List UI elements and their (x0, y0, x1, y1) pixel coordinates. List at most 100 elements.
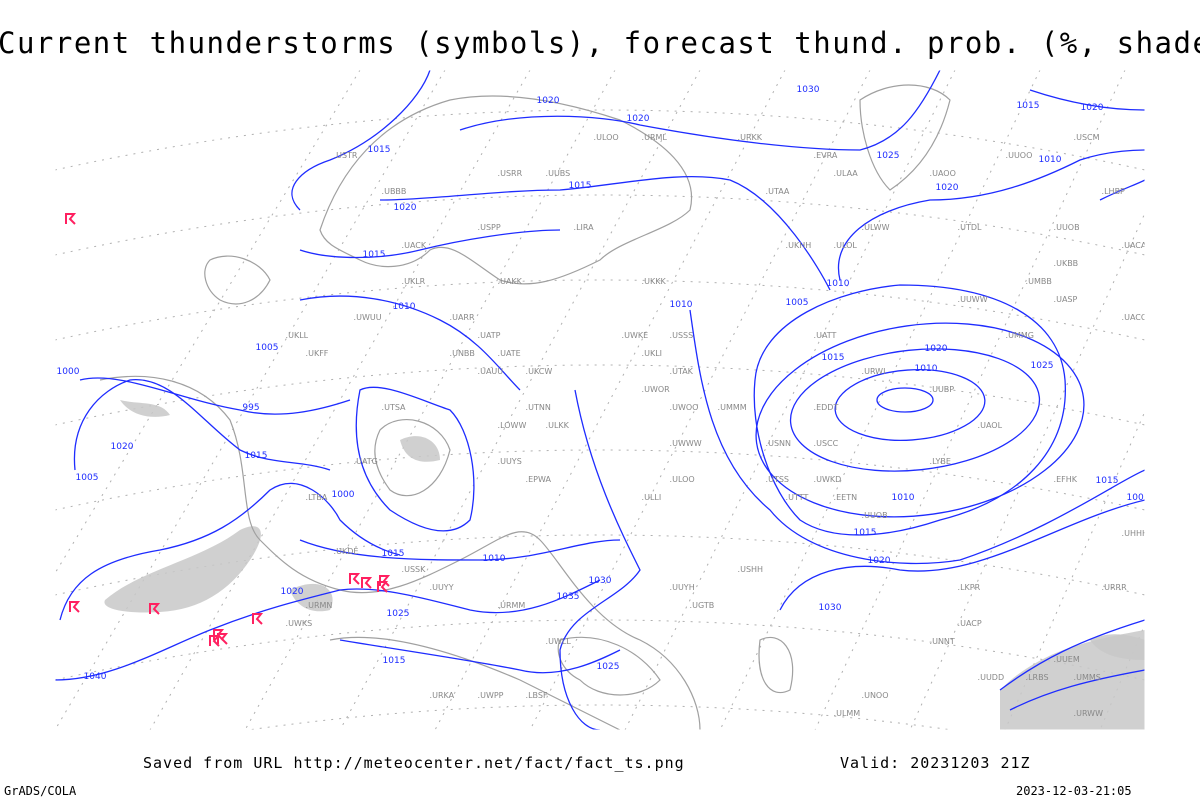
station-label: .UBBB (382, 187, 407, 196)
station-label: .UAOO (930, 169, 956, 178)
isobar-label: 1025 (597, 662, 620, 672)
station-label: .UWWW (670, 439, 702, 448)
station-label: .UKLL (286, 331, 309, 340)
station-label: .UWPP (478, 691, 504, 700)
station-label: .EFHK (1054, 475, 1078, 484)
station-label: .UATT (814, 331, 837, 340)
station-label: .UTTT (786, 493, 809, 502)
thunderstorm-symbol-icon (213, 629, 225, 641)
isobar-label: 1025 (387, 609, 410, 619)
lat-lon-grid (55, 70, 1145, 730)
isobar-label: 1020 (394, 203, 417, 213)
station-label: .LOWW (498, 421, 527, 430)
station-label: .UKDE (334, 547, 359, 556)
isobar-label: 995 (242, 403, 259, 413)
station-labels: .ULMM .ULOO .UUYS .USRR .USNN .ULAA .EFHK .EETN… (286, 133, 1148, 718)
isobar-label: 1005 (786, 298, 809, 308)
station-label: .UKKK (642, 277, 667, 286)
probability-shading (104, 400, 1145, 730)
station-label: .UUOO (1006, 151, 1033, 160)
station-label: .URKA (430, 691, 455, 700)
station-label: .LKPR (958, 583, 981, 592)
isobar-label: 1030 (819, 603, 842, 613)
thunderstorm-symbol-icon (69, 601, 81, 613)
station-label: .USTR (334, 151, 358, 160)
thunderstorm-symbol-icon (361, 577, 373, 589)
station-label: .ULAA (834, 169, 859, 178)
station-label: .UWKE (622, 331, 649, 340)
isobar-label: 1000 (332, 490, 355, 500)
station-label: .UMBB (1026, 277, 1052, 286)
isobar-label: 1015 (569, 181, 592, 191)
station-label: .UUBP (930, 385, 955, 394)
station-label: .UMMG (1006, 331, 1034, 340)
isobar-label: 1020 (627, 114, 650, 124)
station-label: .URWW (1074, 709, 1104, 718)
station-label: .UTSS (766, 475, 789, 484)
isobars (55, 70, 1145, 730)
isobar-label: 1020 (281, 587, 304, 597)
station-label: .UNNT (930, 637, 955, 646)
isobar-label: 1020 (1081, 103, 1104, 113)
station-label: .UUYS (498, 457, 522, 466)
station-label: .UATE (498, 349, 521, 358)
station-label: .UWOO (670, 403, 699, 412)
map-title: Current thunderstorms (symbols), forecas… (0, 26, 1200, 60)
isobar-label: 1015 (1017, 101, 1040, 111)
thunderstorm-symbol-icon (217, 633, 229, 645)
station-label: .USSK (402, 565, 427, 574)
station-label: .URMM (498, 601, 526, 610)
station-label: .UKHH (786, 241, 812, 250)
station-label: .UNBB (450, 349, 475, 358)
isobar-label: 1005 (256, 343, 279, 353)
thunderstorm-symbol-icon (149, 603, 161, 615)
station-label: .UUEM (1054, 655, 1080, 664)
station-label: .UTDL (958, 223, 982, 232)
isobar-label: 1015 (854, 528, 877, 538)
station-label: .ULOL (834, 241, 858, 250)
station-label: .USNN (766, 439, 791, 448)
station-label: .UATP (478, 331, 501, 340)
station-label: .UGTB (690, 601, 715, 610)
station-label: .EPWA (526, 475, 552, 484)
station-label: .USCM (1074, 133, 1100, 142)
station-label: .URMN (306, 601, 333, 610)
station-label: .USSS (670, 331, 694, 340)
station-label: .USCC (814, 439, 839, 448)
isobar-label: 1020 (936, 183, 959, 193)
isobar-label: 1005 (1127, 493, 1150, 503)
station-label: .UNOO (862, 691, 889, 700)
isobar-label: 1010 (670, 300, 693, 310)
station-label: .UKCW (526, 367, 553, 376)
valid-time: Valid: 20231203 21Z (840, 754, 1031, 772)
station-label: .UMMS (1074, 673, 1101, 682)
station-label: .URKK (738, 133, 763, 142)
isobar-label: 1040 (84, 672, 107, 682)
station-label: .UMMM (718, 403, 747, 412)
meridian-line (1004, 410, 1145, 730)
station-label: .UHHH (1122, 529, 1148, 538)
station-label: .EDDT (814, 403, 839, 412)
isobar-label: 1015 (382, 549, 405, 559)
isobar-label: 1010 (1039, 155, 1062, 165)
meridian-line (814, 70, 1126, 730)
station-label: .UACP (958, 619, 982, 628)
station-label: .UWUU (354, 313, 382, 322)
station-label: .LYBE (930, 457, 951, 466)
station-label: .ULOO (594, 133, 619, 142)
station-label: .UUYY (430, 583, 454, 592)
isobar-label: 1015 (363, 250, 386, 260)
isobar-label: 1020 (111, 442, 134, 452)
station-label: .URWI (862, 367, 886, 376)
station-label: .UKBB (1054, 259, 1079, 268)
isobar-label: 1035 (557, 592, 580, 602)
station-label: .ULKK (546, 421, 570, 430)
station-label: .USRR (498, 169, 523, 178)
station-label: .UWOR (642, 385, 671, 394)
station-label: .UTAK (670, 367, 694, 376)
station-label: .LBSF (526, 691, 548, 700)
station-label: .LTBA (306, 493, 328, 502)
map-frame (54, 69, 1146, 731)
thunderstorm-symbols (65, 213, 391, 647)
station-label: .ULOO (670, 475, 695, 484)
